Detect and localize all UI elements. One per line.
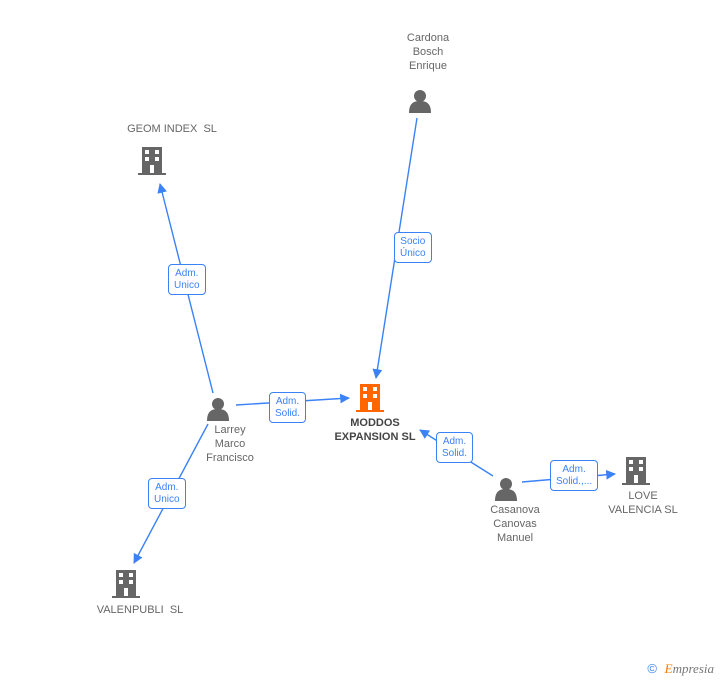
edge-label-e1: Adm. Unico <box>168 264 206 295</box>
edge-label-e3: Adm. Solid. <box>269 392 306 423</box>
edge-label-e5: Adm. Solid.,... <box>550 460 598 491</box>
building-icon-love[interactable] <box>622 457 650 485</box>
diagram-canvas <box>0 0 728 685</box>
building-icon-valen[interactable] <box>112 570 140 598</box>
copyright-symbol: © <box>647 661 657 676</box>
edge-label-e4: Adm. Solid. <box>436 432 473 463</box>
person-icon-larrey[interactable] <box>207 398 229 421</box>
edge-label-e6: Adm. Unico <box>148 478 186 509</box>
node-label-valen: VALENPUBLI SL <box>80 604 200 618</box>
building-icon-moddos[interactable] <box>356 384 384 412</box>
node-label-love: LOVE VALENCIA SL <box>598 490 688 518</box>
edge-label-e2: Socio Único <box>394 232 432 263</box>
node-label-larrey: Larrey Marco Francisco <box>190 424 270 465</box>
person-icon-casanova[interactable] <box>495 478 517 501</box>
brand-rest: mpresia <box>673 661 714 676</box>
node-label-cardona: Cardona Bosch Enrique <box>388 32 468 73</box>
building-icon-geom[interactable] <box>138 147 166 175</box>
node-label-geom: GEOM INDEX SL <box>112 123 232 137</box>
footer-attribution: © Empresia <box>647 661 714 677</box>
node-label-casanova: Casanova Canovas Manuel <box>470 504 560 545</box>
brand-first-letter: E <box>665 661 673 676</box>
node-label-moddos: MODDOS EXPANSION SL <box>320 417 430 445</box>
person-icon-cardona[interactable] <box>409 90 431 113</box>
